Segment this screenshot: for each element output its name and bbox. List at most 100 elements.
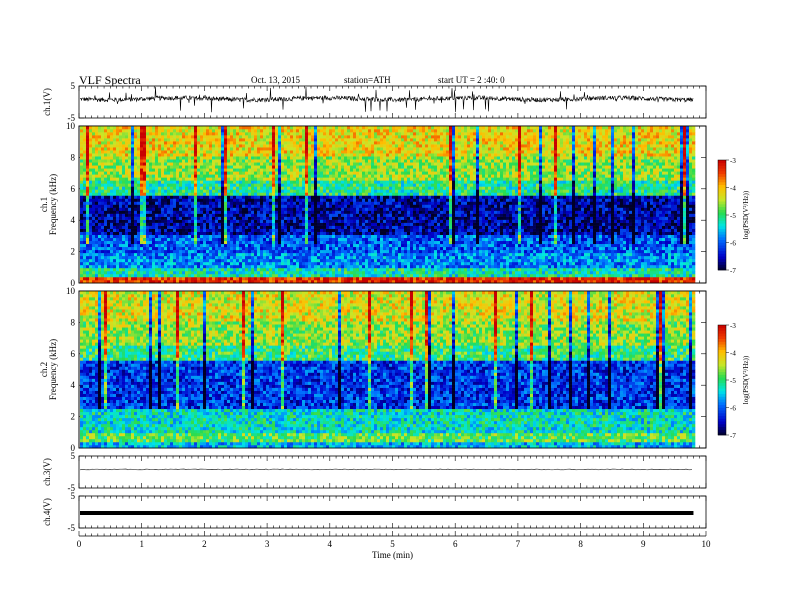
spectrogram-cell bbox=[185, 177, 189, 181]
spectrogram-cell bbox=[137, 234, 141, 239]
spectrogram-cell bbox=[299, 276, 303, 281]
spectrogram-cell bbox=[218, 264, 222, 269]
spectrogram-cell bbox=[83, 159, 87, 163]
spectrogram-cell bbox=[227, 213, 231, 217]
spectrogram-cell bbox=[203, 228, 207, 232]
spectrogram-cell bbox=[320, 219, 324, 223]
spectrogram-cell bbox=[221, 150, 225, 154]
spectrogram-cell bbox=[122, 240, 126, 245]
spectrogram-cell bbox=[116, 237, 120, 242]
spectrogram-cell bbox=[113, 258, 117, 263]
spectrogram-cell bbox=[92, 264, 96, 269]
spectrogram-cell bbox=[308, 177, 312, 181]
spectrogram-cell bbox=[251, 165, 255, 169]
spectrogram-cell bbox=[137, 267, 141, 272]
spectrogram-cell bbox=[275, 168, 279, 172]
spectrogram-cell bbox=[299, 231, 303, 235]
spectrogram-cell bbox=[119, 141, 123, 145]
spectrogram-cell bbox=[185, 249, 189, 254]
spectrogram-cell bbox=[242, 201, 246, 205]
spectrogram-cell bbox=[218, 228, 222, 232]
spectrogram-cell bbox=[233, 264, 237, 269]
spectrogram-cell bbox=[119, 279, 123, 284]
spectrogram-cell bbox=[323, 258, 327, 263]
spectrogram-cell bbox=[269, 255, 273, 260]
spectrogram-cell bbox=[317, 231, 321, 235]
spectrogram-cell bbox=[296, 207, 300, 211]
spectrogram-cell bbox=[164, 132, 168, 136]
spectrogram-cell bbox=[263, 246, 267, 251]
spectrogram-cell bbox=[128, 216, 132, 220]
spectrogram-cell bbox=[185, 255, 189, 260]
spectrogram-cell bbox=[251, 192, 255, 196]
spectrogram-cell bbox=[92, 273, 96, 278]
spectrogram-cell bbox=[257, 162, 261, 166]
spectrogram-cell bbox=[164, 174, 168, 178]
spectrogram-cell bbox=[137, 249, 141, 254]
spectrogram-cell bbox=[323, 237, 327, 242]
spectrogram-cell bbox=[335, 183, 339, 187]
spectrogram-cell bbox=[260, 156, 264, 160]
spectrogram-cell bbox=[182, 174, 186, 178]
spectrogram-cell bbox=[269, 192, 273, 196]
spectrogram-cell bbox=[308, 264, 312, 269]
spectrogram-cell bbox=[149, 192, 153, 196]
spectrogram-cell bbox=[167, 177, 171, 181]
spectrogram-cell bbox=[230, 243, 234, 248]
spectrogram-cell bbox=[275, 198, 279, 202]
spectrogram-cell bbox=[338, 153, 342, 157]
spectrogram-cell bbox=[137, 213, 141, 217]
spectrogram-cell bbox=[134, 249, 138, 254]
spectrogram-cell bbox=[221, 246, 225, 251]
spectrogram-cell bbox=[266, 204, 270, 208]
spectrogram-cell bbox=[101, 222, 105, 226]
spectrogram-cell bbox=[266, 141, 270, 145]
spectrogram-cell bbox=[176, 171, 180, 175]
spectrogram-cell bbox=[242, 273, 246, 278]
spectrogram-cell bbox=[104, 201, 108, 205]
spectrogram-cell bbox=[146, 138, 150, 142]
spectrogram-cell bbox=[221, 195, 225, 199]
spectrogram-cell bbox=[305, 225, 309, 229]
spectrogram-cell bbox=[83, 249, 87, 254]
spectrogram-cell bbox=[86, 249, 90, 254]
spectrogram-cell bbox=[239, 147, 243, 151]
spectrogram-cell bbox=[188, 147, 192, 151]
spectrogram-cell bbox=[182, 225, 186, 229]
spectrogram-cell bbox=[203, 240, 207, 245]
spectrogram-cell bbox=[146, 219, 150, 223]
spectrogram-cell bbox=[95, 162, 99, 166]
spectrogram-cell bbox=[326, 174, 330, 178]
spectrogram-cell bbox=[98, 267, 102, 272]
spectrogram-cell bbox=[326, 180, 330, 184]
spectrogram-cell bbox=[140, 276, 144, 281]
spectrogram-cell bbox=[323, 132, 327, 136]
spectrogram-cell bbox=[233, 168, 237, 172]
spectrogram-cell bbox=[263, 237, 267, 242]
spectrogram-cell bbox=[272, 228, 276, 232]
spectrogram-cell bbox=[287, 246, 291, 251]
spectrogram-cell bbox=[251, 276, 255, 281]
spectrogram-cell bbox=[317, 171, 321, 175]
spectrogram-cell bbox=[227, 255, 231, 260]
spectrogram-cell bbox=[134, 261, 138, 266]
spectrogram-cell bbox=[194, 198, 198, 202]
spectrogram-cell bbox=[233, 279, 237, 284]
spectrogram-cell bbox=[266, 240, 270, 245]
spectrogram-cell bbox=[131, 222, 135, 226]
spectrogram-cell bbox=[197, 180, 201, 184]
spectrogram-cell bbox=[191, 222, 195, 226]
spectrogram-cell bbox=[296, 144, 300, 148]
spectrogram-cell bbox=[269, 276, 273, 281]
spectrogram-cell bbox=[248, 210, 252, 214]
spectrogram-cell bbox=[128, 126, 132, 130]
spectrogram-cell bbox=[317, 189, 321, 193]
spectrogram-cell bbox=[272, 240, 276, 245]
spectrogram-cell bbox=[113, 225, 117, 229]
spectrogram-cell bbox=[140, 180, 144, 184]
spectrogram-cell bbox=[89, 222, 93, 226]
spectrogram-cell bbox=[206, 210, 210, 214]
spectrogram-cell bbox=[314, 156, 318, 160]
spectrogram-cell bbox=[323, 162, 327, 166]
spectrogram-cell bbox=[326, 237, 330, 242]
